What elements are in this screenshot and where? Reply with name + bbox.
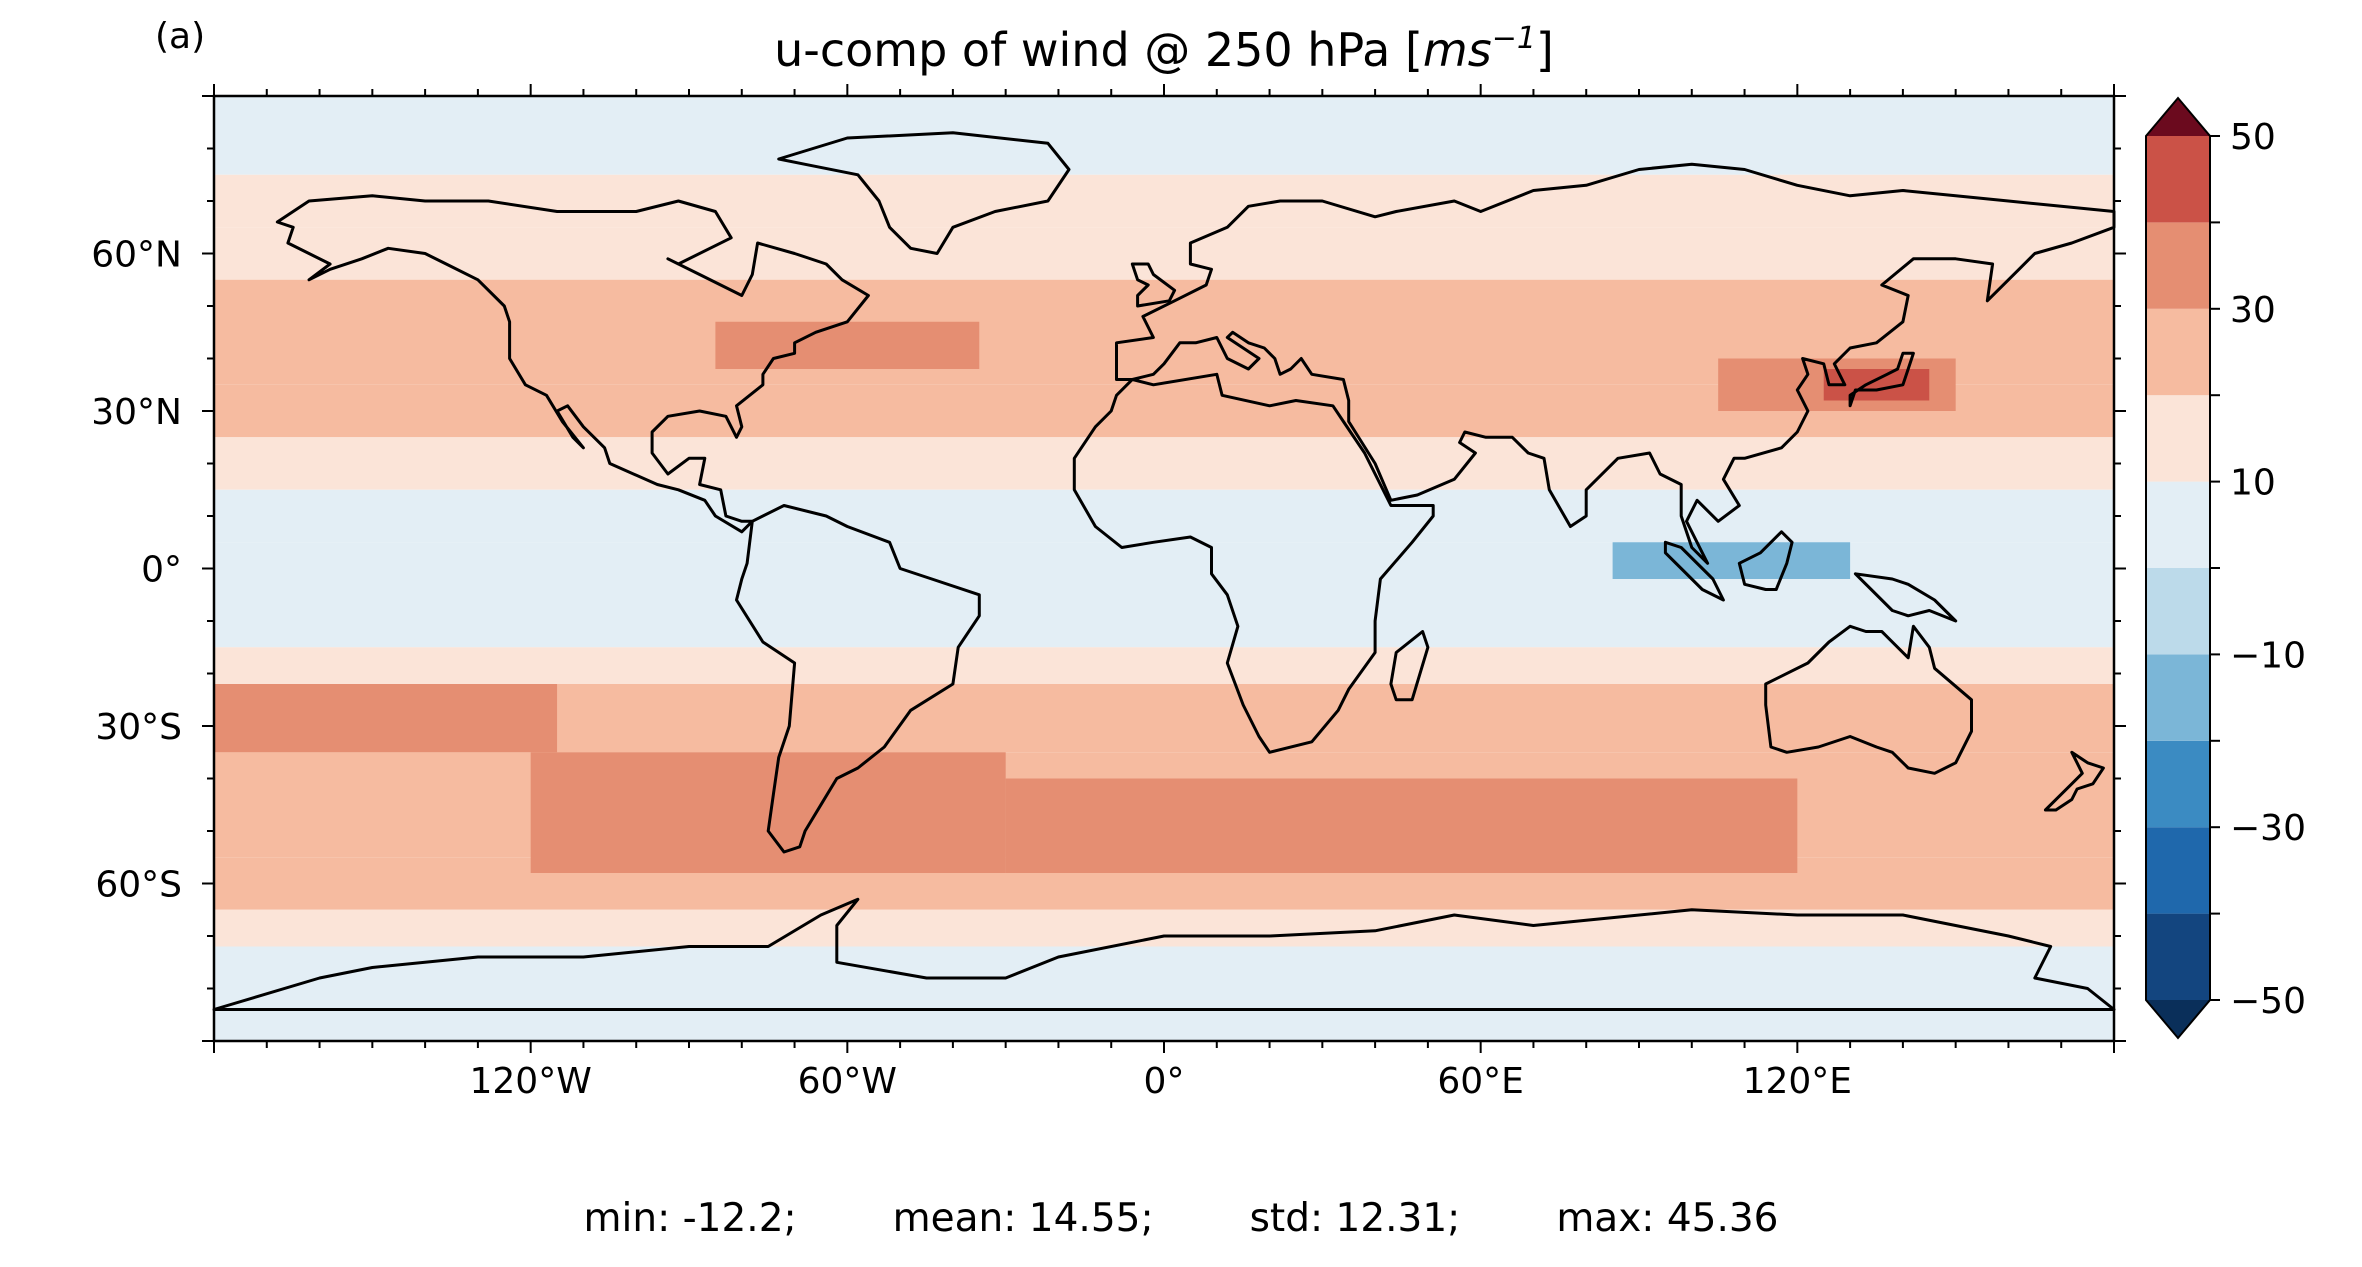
field-band	[214, 946, 2114, 1041]
x-tick-label: 0°	[1144, 1061, 1185, 1102]
field-band	[214, 647, 2114, 684]
coastlines	[212, 131, 2116, 1011]
coastline-path	[275, 194, 870, 534]
y-tick-label: 60°N	[91, 235, 182, 276]
colorbar-segment	[2146, 308, 2210, 396]
colorbar-tick-label: −10	[2230, 635, 2306, 676]
coastline-path	[1663, 540, 1725, 602]
field-core	[715, 321, 980, 369]
x-tick-label: 60°W	[798, 1061, 897, 1102]
y-tick-label: 30°S	[95, 707, 182, 748]
coastline-path	[1389, 630, 1430, 702]
stat-min: min: -12.2;	[583, 1196, 797, 1241]
colorbar-segment	[2146, 222, 2210, 309]
colorbar-extend-high	[2146, 98, 2210, 136]
field-core	[530, 752, 1006, 873]
coastline-path	[1072, 372, 1435, 754]
field-band	[214, 489, 2114, 543]
field-band	[214, 174, 2114, 228]
y-tick-label: 30°N	[91, 392, 182, 433]
colorbar-segment	[2146, 568, 2210, 655]
colorbar-tick-label: −50	[2230, 981, 2306, 1022]
colorbar-tick-label: −30	[2230, 808, 2306, 849]
colorbar-segment	[2146, 136, 2210, 223]
colorbar-segment	[2146, 827, 2210, 914]
stat-max: max: 45.36	[1556, 1196, 1779, 1241]
colorbar-extend-low	[2146, 1000, 2210, 1038]
x-tick-label: 120°E	[1743, 1061, 1852, 1102]
y-tick-label: 60°S	[95, 865, 182, 906]
coastline-path	[2043, 750, 2105, 812]
y-tick-label: 0°	[141, 550, 182, 591]
stats-line: min: -12.2; mean: 14.55; std: 12.31; max: 4…	[0, 1196, 2362, 1241]
field-band	[214, 96, 2114, 175]
field-core	[214, 684, 558, 753]
coastline-path	[1764, 624, 1973, 775]
colorbar-tick-label: 30	[2230, 290, 2276, 331]
coastline-path	[1737, 530, 1794, 591]
coastline-path	[735, 504, 981, 854]
chart-title: u-comp of wind @ 250 hPa [ms−1]	[774, 21, 1554, 77]
coastline-path	[777, 131, 1071, 255]
colorbar-segment	[2146, 654, 2210, 741]
stat-mean: mean: 14.55;	[892, 1196, 1154, 1241]
colorbar-tick-label: 50	[2230, 117, 2276, 158]
x-axis-ticks: 120°W 60°W 0° 60°E 120°E	[213, 84, 2115, 1102]
field-band	[214, 610, 2114, 648]
coastline-path	[1130, 262, 1177, 308]
x-tick-label: 60°E	[1437, 1061, 1524, 1102]
colorbar-segment	[2146, 913, 2210, 1000]
coastline-path	[1853, 572, 1958, 623]
panel-label: (a)	[155, 16, 205, 57]
coastline-path	[212, 897, 2116, 1011]
colorbar-segment	[2146, 481, 2210, 568]
coastline-path	[1848, 351, 1915, 408]
stat-std: std: 12.31;	[1249, 1196, 1461, 1241]
field-core	[1005, 778, 1798, 873]
colorbar-segment	[2146, 395, 2210, 482]
field-core	[1612, 542, 1851, 579]
wind-field	[214, 96, 2114, 1041]
colorbar-segment	[2146, 740, 2210, 828]
colorbar: −50 −30 −10 10 30 50	[2145, 96, 2306, 1040]
y-axis-ticks: 60°N 30°N 0° 30°S 60°S	[91, 95, 2126, 1042]
colorbar-tick-label: 10	[2230, 463, 2276, 504]
field-band	[214, 227, 2114, 280]
field-band	[214, 437, 2114, 490]
coastline-path	[1115, 162, 2116, 565]
x-tick-label: 120°W	[470, 1061, 592, 1102]
